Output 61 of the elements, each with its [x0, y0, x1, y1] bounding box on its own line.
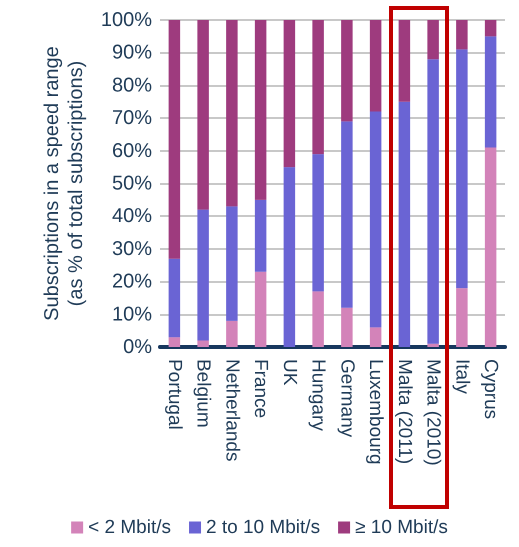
x-tick-label: Belgium	[192, 359, 214, 428]
bar	[341, 308, 353, 347]
bar	[427, 20, 439, 60]
legend-label: < 2 Mbit/s	[88, 517, 172, 538]
bar	[284, 167, 296, 347]
bar	[427, 344, 439, 347]
bar	[427, 59, 439, 344]
bar	[484, 148, 496, 347]
x-tick-label: Malta (2011)	[394, 359, 415, 464]
y-tick-label: 20%	[112, 270, 152, 293]
x-tick-label: Luxembourg	[365, 359, 386, 465]
y-tick-label: 60%	[112, 140, 152, 162]
y-tick-label: 10%	[112, 303, 152, 326]
bar	[254, 200, 266, 272]
x-tick-label: Portugal	[164, 359, 185, 430]
bar	[197, 210, 209, 340]
bar	[312, 154, 324, 292]
bar	[312, 20, 324, 154]
y-tick-label: 30%	[112, 238, 152, 260]
y-tick-label: 70%	[112, 107, 152, 130]
bar	[341, 20, 353, 122]
bar	[226, 20, 238, 206]
bar	[370, 20, 382, 112]
bar	[168, 337, 180, 347]
x-tick-label: Hungary	[308, 359, 329, 432]
legend-label: 2 to 10 Mbit/s	[206, 517, 320, 538]
bar	[456, 49, 468, 288]
y-tick-label: 100%	[100, 9, 152, 31]
bar	[254, 272, 266, 347]
y-tick-label: 80%	[112, 74, 152, 96]
y-tick-label: 50%	[112, 172, 152, 194]
bar	[312, 291, 324, 347]
x-tick-label: Cyprus	[480, 359, 502, 420]
bar	[456, 20, 468, 50]
bar	[168, 258, 180, 338]
bar	[456, 288, 468, 347]
x-tick-label: Italy	[451, 359, 472, 394]
bar	[398, 20, 410, 102]
x-tick-label: UK	[278, 359, 300, 386]
bar	[168, 20, 180, 259]
bar	[484, 36, 496, 148]
bar	[370, 112, 382, 328]
x-tick-label: France	[250, 359, 272, 418]
y-tick-label: 90%	[112, 42, 152, 64]
bar	[197, 20, 209, 210]
bar	[398, 102, 410, 347]
legend-label: ≥ 10 Mbit/s	[355, 517, 448, 538]
bar	[484, 20, 496, 36]
bar	[254, 20, 266, 200]
bar	[284, 20, 296, 168]
y-tick-label: 40%	[112, 205, 152, 228]
x-tick-label: Netherlands	[221, 359, 242, 462]
bar	[341, 121, 353, 308]
y-tick-label: 0%	[123, 336, 152, 358]
x-tick-label: Malta (2010)	[422, 359, 444, 466]
bar	[370, 327, 382, 347]
bar	[197, 340, 209, 347]
bar	[226, 206, 238, 321]
bar	[226, 320, 238, 347]
x-tick-label: Germany	[336, 359, 358, 438]
y-axis-title: Subscriptions in a speed range (as % of total subscriptions)	[41, 46, 87, 321]
